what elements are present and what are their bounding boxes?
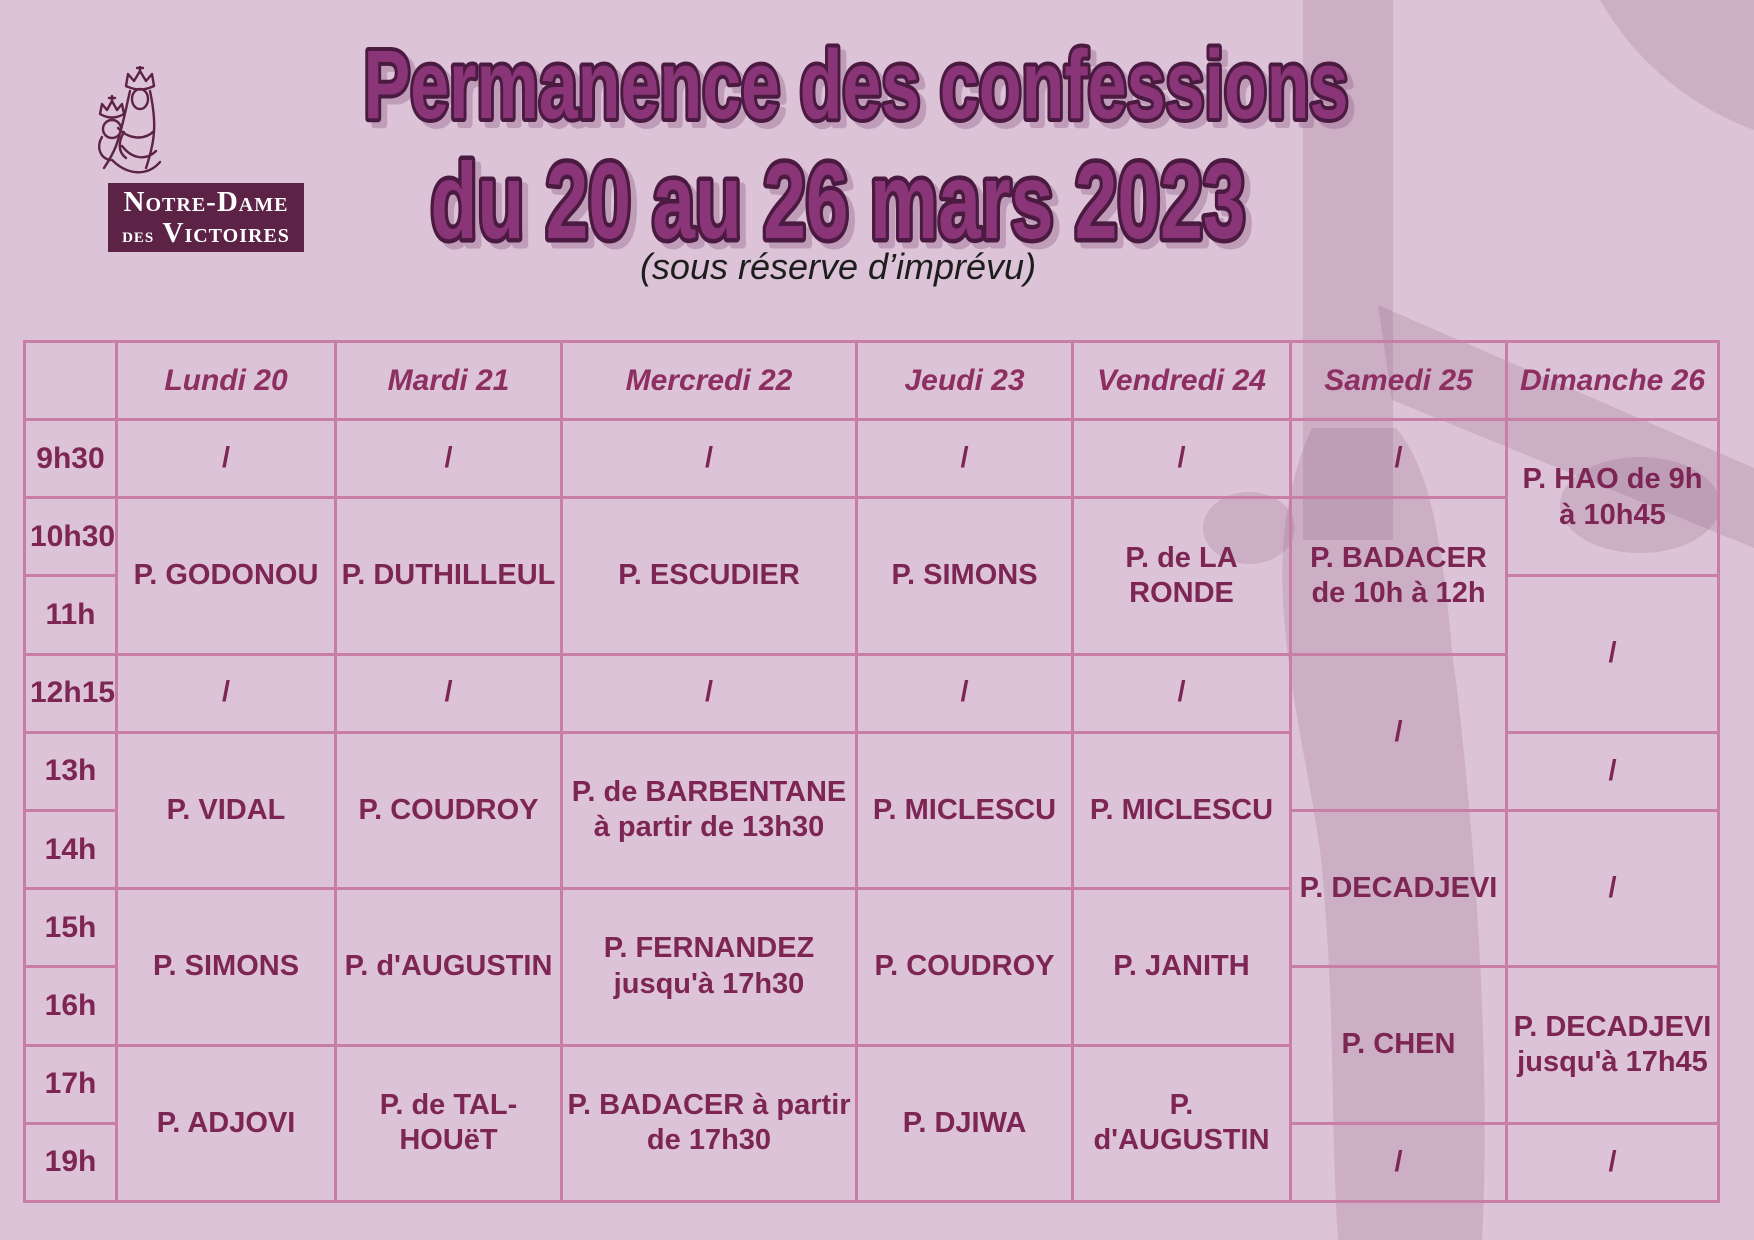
time-label: 11h <box>23 574 118 656</box>
title-line2: du 20 au 26 mars 2023 <box>431 140 1246 261</box>
empty-slot-cell: / <box>1505 574 1720 734</box>
priest-cell: P. DUTHILLEUL <box>334 496 563 656</box>
notre-dame-des-victoires-logo: Notre-Dame des Victoires <box>108 183 304 252</box>
time-label: 14h <box>23 808 118 891</box>
day-header: Lundi 20 <box>115 340 337 421</box>
empty-slot-cell: / <box>1289 652 1508 812</box>
priest-cell: P. de BARBENTANE à partir de 13h30 <box>560 730 858 891</box>
priest-cell: P. FERNANDEZ jusqu'à 17h30 <box>560 887 858 1047</box>
subtitle: (sous réserve d’imprévu) <box>639 246 1037 287</box>
priest-cell: P. ADJOVI <box>115 1043 337 1203</box>
day-header: Samedi 25 <box>1289 340 1508 421</box>
schedule-table: Lundi 20 Mardi 21 Mercredi 22 Jeudi 23 Vendr… <box>23 340 1720 1204</box>
empty-slot-cell: / <box>855 417 1074 500</box>
logo-line1: Notre-Dame <box>123 186 289 219</box>
empty-slot-cell: / <box>1505 1121 1720 1204</box>
priest-cell: P. ESCUDIER <box>560 496 858 656</box>
priest-cell: P. VIDAL <box>115 730 337 891</box>
time-label: 19h <box>23 1121 118 1204</box>
time-label: 16h <box>23 965 118 1047</box>
empty-slot-cell: / <box>560 652 858 734</box>
empty-slot-cell: / <box>1071 417 1292 500</box>
empty-slot-cell: / <box>115 417 337 500</box>
empty-slot-cell: / <box>1071 652 1292 734</box>
priest-cell: P. DECADJEVI <box>1289 808 1508 969</box>
empty-slot-cell: / <box>855 652 1074 734</box>
madonna-and-child-icon <box>98 66 162 174</box>
logo-line2-prefix: des <box>122 221 155 247</box>
priest-cell: P. GODONOU <box>115 496 337 656</box>
priest-cell: P. DECADJEVI jusqu'à 17h45 <box>1505 965 1720 1125</box>
title-line1: Permanence des confessions <box>364 30 1349 139</box>
empty-slot-cell: / <box>115 652 337 734</box>
schedule-body: 9h30// / / / / P. HAO de 9h à 10h45 10h30 P. GO… <box>23 417 1720 1204</box>
empty-slot-cell: / <box>334 652 563 734</box>
empty-slot-cell: / <box>1505 730 1720 812</box>
priest-cell: P. BADACER à partir de 17h30 <box>560 1043 858 1203</box>
priest-cell: P. COUDROY <box>334 730 563 891</box>
table-corner-cell <box>23 340 118 421</box>
time-label: 10h30 <box>23 496 118 578</box>
priest-cell: P. MICLESCU <box>855 730 1074 891</box>
time-label: 15h <box>23 887 118 969</box>
time-label: 12h15 <box>23 652 118 734</box>
priest-cell: P. SIMONS <box>115 887 337 1047</box>
schedule-head: Lundi 20 Mardi 21 Mercredi 22 Jeudi 23 Vendr… <box>23 340 1720 421</box>
priest-cell: P. JANITH <box>1071 887 1292 1047</box>
priest-cell: P. HAO de 9h à 10h45 <box>1505 417 1720 578</box>
empty-slot-cell: / <box>1505 808 1720 969</box>
priest-cell: P. de TAL-HOUëT <box>334 1043 563 1203</box>
day-header: Mercredi 22 <box>560 340 858 421</box>
priest-cell: P. CHEN <box>1289 965 1508 1125</box>
day-header: Jeudi 23 <box>855 340 1074 421</box>
day-header: Vendredi 24 <box>1071 340 1292 421</box>
priest-cell: P. d'AUGUSTIN <box>1071 1043 1292 1203</box>
priest-cell: P. de LA RONDE <box>1071 496 1292 656</box>
time-label: 13h <box>23 730 118 812</box>
priest-cell: P. DJIWA <box>855 1043 1074 1203</box>
poster-title: Permanence des confessions du 20 au 26 m… <box>360 26 1353 266</box>
priest-cell: P. SIMONS <box>855 496 1074 656</box>
priest-cell: P. d'AUGUSTIN <box>334 887 563 1047</box>
priest-cell: P. MICLESCU <box>1071 730 1292 891</box>
time-label: 9h30 <box>23 417 118 500</box>
empty-slot-cell: / <box>560 417 858 500</box>
priest-cell: P. COUDROY <box>855 887 1074 1047</box>
logo-line2-main: Victoires <box>162 216 290 249</box>
empty-slot-cell: / <box>334 417 563 500</box>
priest-cell: P. BADACER de 10h à 12h <box>1289 496 1508 656</box>
day-header: Dimanche 26 <box>1505 340 1720 421</box>
time-label: 17h <box>23 1043 118 1125</box>
day-header: Mardi 21 <box>334 340 563 421</box>
empty-slot-cell: / <box>1289 1121 1508 1204</box>
empty-slot-cell: / <box>1289 417 1508 500</box>
logo-line2: des Victoires <box>122 216 290 249</box>
